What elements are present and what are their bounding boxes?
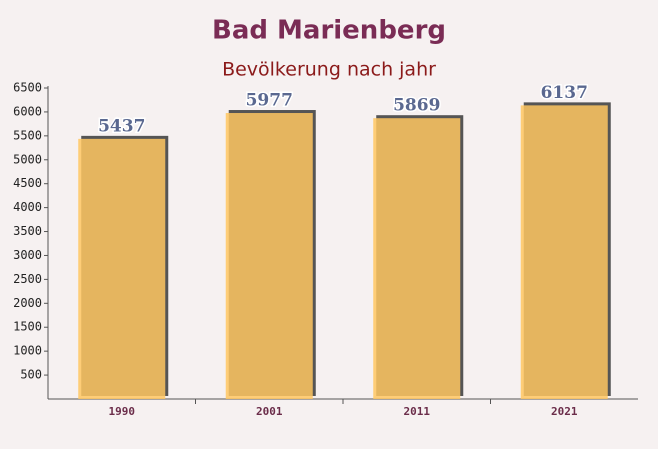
y-tick-label: 1000	[13, 344, 42, 358]
y-tick-label: 2500	[13, 272, 42, 286]
chart-title: Bad Marienberg	[212, 16, 446, 46]
y-tick-label: 6500	[13, 81, 42, 95]
chart-subtitle: Bevölkerung nach jahr	[222, 59, 436, 81]
bar	[520, 105, 608, 399]
y-tick-label: 3000	[13, 248, 42, 262]
bar	[78, 138, 166, 399]
y-tick-label: 2000	[13, 296, 42, 310]
y-tick-label: 1500	[13, 320, 42, 334]
y-tick-label: 6000	[13, 104, 42, 118]
value-label: 5869	[393, 96, 440, 116]
value-label: 5437	[98, 116, 145, 136]
bar	[225, 113, 313, 400]
bar	[373, 118, 461, 400]
y-tick-label: 3500	[13, 224, 42, 238]
y-tick-label: 500	[20, 368, 42, 382]
y-tick-label: 4500	[13, 176, 42, 190]
x-tick-label: 2021	[551, 405, 578, 418]
value-label: 6137	[541, 83, 588, 103]
y-tick-label: 5500	[13, 128, 42, 142]
x-tick-label: 2001	[256, 405, 283, 418]
value-label: 5977	[246, 91, 293, 111]
y-tick-label: 4000	[13, 200, 42, 214]
y-tick-label: 5000	[13, 152, 42, 166]
x-tick-label: 1990	[109, 405, 136, 418]
x-tick-label: 2011	[404, 405, 431, 418]
